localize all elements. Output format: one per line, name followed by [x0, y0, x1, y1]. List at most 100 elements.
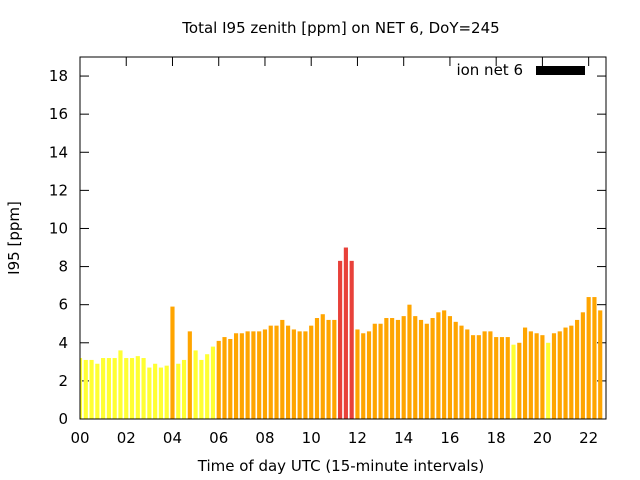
bar [505, 337, 510, 419]
bar [569, 325, 574, 419]
bar [366, 331, 372, 419]
bar [251, 331, 256, 419]
bar [534, 333, 539, 419]
bar [522, 327, 528, 419]
bar [101, 358, 106, 419]
bar [447, 316, 453, 419]
x-axis-title: Time of day UTC (15-minute intervals) [197, 457, 484, 475]
x-axis-ticks: 00 02 04 06 08 10 12 14 16 18 20 22 [70, 57, 598, 447]
bar [598, 310, 603, 419]
y-tick-label: 8 [58, 258, 68, 276]
bar [314, 318, 320, 419]
x-tick-label: 04 [163, 429, 182, 447]
x-tick-label: 22 [579, 429, 598, 447]
bar [89, 359, 94, 419]
bars [80, 247, 603, 419]
bar [349, 260, 354, 419]
bar [268, 325, 273, 419]
legend: ion net 6 [456, 61, 585, 79]
y-tick-label: 12 [49, 181, 68, 199]
bar [286, 325, 291, 419]
bar [106, 358, 111, 419]
bar [124, 358, 129, 419]
bar [83, 359, 88, 419]
x-tick-label: 14 [394, 429, 413, 447]
x-tick-label: 00 [70, 429, 89, 447]
bar [199, 359, 204, 419]
bar [141, 358, 146, 419]
bar [193, 350, 198, 419]
x-tick-label: 16 [440, 429, 459, 447]
x-tick-label: 06 [209, 429, 228, 447]
bar [361, 333, 366, 419]
bar [216, 340, 221, 419]
bar [592, 297, 597, 419]
bar [407, 304, 412, 419]
y-tick-label: 0 [58, 410, 68, 428]
bar [586, 297, 591, 419]
y-tick-label: 4 [58, 334, 68, 352]
y-tick-label: 6 [58, 296, 68, 314]
bar [210, 346, 216, 419]
bar [147, 367, 152, 419]
bar [239, 333, 244, 419]
bar [228, 338, 233, 419]
bar [181, 359, 187, 419]
bar [442, 310, 447, 419]
chart-title: Total I95 zenith [ppm] on NET 6, DoY=245 [181, 19, 499, 37]
bar [320, 314, 325, 419]
bar [390, 318, 395, 419]
bar [401, 316, 406, 419]
bar [563, 327, 568, 419]
bar [326, 319, 331, 419]
bar [158, 367, 164, 419]
bar [176, 363, 181, 419]
bar [528, 331, 533, 419]
bar [465, 329, 470, 419]
x-tick-label: 02 [117, 429, 136, 447]
bar [551, 333, 557, 419]
bar [118, 350, 123, 419]
bar [257, 331, 262, 419]
bar [384, 318, 389, 419]
bar [153, 363, 158, 419]
bar [413, 316, 418, 419]
bar [338, 260, 343, 419]
bar [470, 335, 476, 419]
bar [436, 312, 441, 419]
bar [395, 319, 400, 419]
bar [95, 363, 100, 419]
bar [557, 331, 562, 419]
bar [332, 319, 337, 419]
x-tick-label: 18 [487, 429, 506, 447]
bar [482, 331, 487, 419]
x-tick-label: 12 [348, 429, 367, 447]
y-tick-label: 14 [49, 143, 68, 161]
bar [459, 325, 464, 419]
bar [418, 319, 424, 419]
bar [372, 323, 377, 419]
y-axis-title: I95 [ppm] [5, 201, 23, 275]
bar [476, 335, 481, 419]
bar [233, 333, 239, 419]
y-tick-label: 16 [49, 105, 68, 123]
bar [309, 325, 314, 419]
bar [511, 344, 516, 419]
bar [499, 337, 505, 419]
y-tick-label: 2 [58, 372, 68, 390]
bar [245, 331, 250, 419]
bar [517, 342, 522, 419]
bar [187, 331, 192, 419]
plot-frame [79, 56, 607, 420]
bar [129, 358, 135, 419]
bar [540, 335, 545, 419]
bar [164, 365, 169, 419]
bar [575, 319, 580, 419]
legend-label: ion net 6 [456, 61, 523, 79]
x-tick-label: 20 [533, 429, 552, 447]
bar [274, 325, 279, 419]
bar [453, 321, 458, 419]
y-axis-ticks: 0 2 4 6 8 10 12 14 16 18 [49, 67, 606, 428]
legend-swatch [536, 66, 585, 75]
